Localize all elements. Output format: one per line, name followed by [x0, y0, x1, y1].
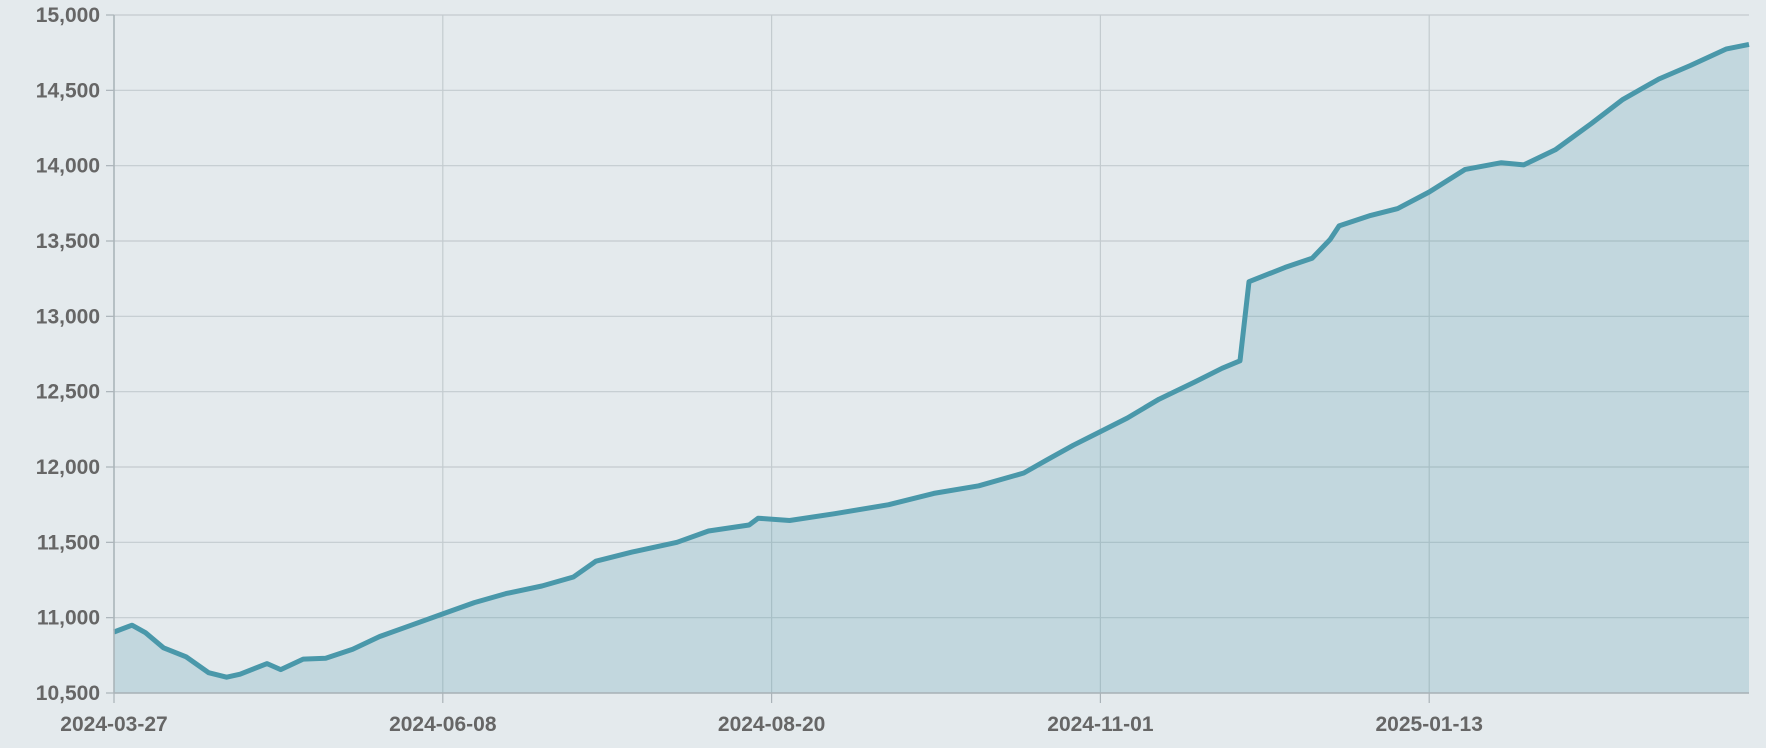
y-tick-label: 14,500	[36, 79, 100, 102]
y-tick-label: 13,000	[36, 305, 100, 328]
y-tick-label: 11,000	[37, 607, 100, 630]
y-tick-label: 13,500	[36, 230, 100, 253]
y-tick-label: 14,000	[36, 155, 100, 178]
x-tick-label: 2025-01-13	[1375, 713, 1482, 736]
y-tick-label: 15,000	[36, 4, 100, 27]
y-tick-label: 11,500	[37, 531, 100, 554]
y-tick-label: 10,500	[36, 682, 100, 705]
x-tick-label: 2024-11-01	[1047, 713, 1154, 736]
plot-background	[114, 15, 1749, 693]
x-tick-label: 2024-03-27	[60, 713, 167, 736]
y-tick-label: 12,000	[36, 456, 100, 479]
x-tick-label: 2024-06-08	[389, 713, 497, 736]
x-tick-label: 2024-08-20	[718, 713, 825, 736]
y-tick-label: 12,500	[36, 381, 100, 404]
line	[113, 41, 1750, 680]
area	[114, 44, 1749, 693]
